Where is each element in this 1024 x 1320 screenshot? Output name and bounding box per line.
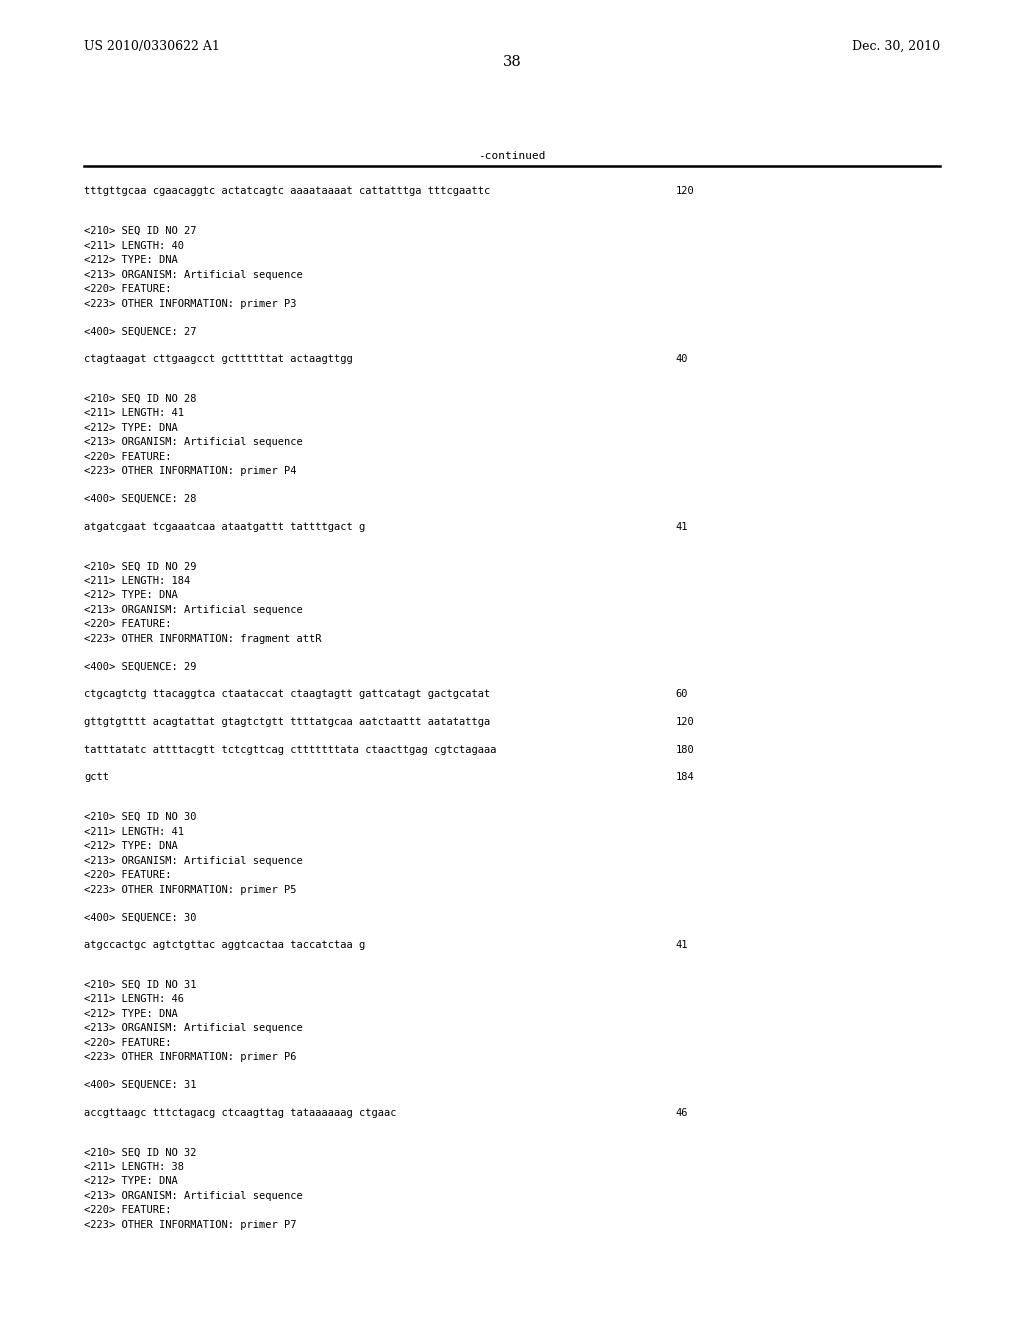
Text: <223> OTHER INFORMATION: primer P4: <223> OTHER INFORMATION: primer P4 — [84, 466, 297, 477]
Text: US 2010/0330622 A1: US 2010/0330622 A1 — [84, 40, 220, 53]
Text: accgttaagc tttctagacg ctcaagttag tataaaaaag ctgaac: accgttaagc tttctagacg ctcaagttag tataaaa… — [84, 1107, 396, 1118]
Text: <212> TYPE: DNA: <212> TYPE: DNA — [84, 590, 178, 601]
Text: <213> ORGANISM: Artificial sequence: <213> ORGANISM: Artificial sequence — [84, 437, 303, 447]
Text: <213> ORGANISM: Artificial sequence: <213> ORGANISM: Artificial sequence — [84, 605, 303, 615]
Text: 41: 41 — [676, 940, 688, 950]
Text: <212> TYPE: DNA: <212> TYPE: DNA — [84, 841, 178, 851]
Text: <210> SEQ ID NO 28: <210> SEQ ID NO 28 — [84, 393, 197, 404]
Text: <211> LENGTH: 40: <211> LENGTH: 40 — [84, 240, 184, 251]
Text: <400> SEQUENCE: 28: <400> SEQUENCE: 28 — [84, 494, 197, 504]
Text: atgatcgaat tcgaaatcaa ataatgattt tattttgact g: atgatcgaat tcgaaatcaa ataatgattt tattttg… — [84, 521, 366, 532]
Text: 46: 46 — [676, 1107, 688, 1118]
Text: <223> OTHER INFORMATION: fragment attR: <223> OTHER INFORMATION: fragment attR — [84, 634, 322, 644]
Text: <220> FEATURE:: <220> FEATURE: — [84, 451, 171, 462]
Text: <211> LENGTH: 41: <211> LENGTH: 41 — [84, 408, 184, 418]
Text: <210> SEQ ID NO 32: <210> SEQ ID NO 32 — [84, 1147, 197, 1158]
Text: 60: 60 — [676, 689, 688, 700]
Text: <400> SEQUENCE: 27: <400> SEQUENCE: 27 — [84, 326, 197, 337]
Text: <223> OTHER INFORMATION: primer P3: <223> OTHER INFORMATION: primer P3 — [84, 298, 297, 309]
Text: tttgttgcaa cgaacaggtc actatcagtc aaaataaaat cattatttga tttcgaattc: tttgttgcaa cgaacaggtc actatcagtc aaaataa… — [84, 186, 490, 197]
Text: <213> ORGANISM: Artificial sequence: <213> ORGANISM: Artificial sequence — [84, 855, 303, 866]
Text: <210> SEQ ID NO 29: <210> SEQ ID NO 29 — [84, 561, 197, 572]
Text: -continued: -continued — [478, 150, 546, 161]
Text: 41: 41 — [676, 521, 688, 532]
Text: <400> SEQUENCE: 30: <400> SEQUENCE: 30 — [84, 912, 197, 923]
Text: <211> LENGTH: 41: <211> LENGTH: 41 — [84, 826, 184, 837]
Text: <212> TYPE: DNA: <212> TYPE: DNA — [84, 1008, 178, 1019]
Text: <220> FEATURE:: <220> FEATURE: — [84, 1038, 171, 1048]
Text: <210> SEQ ID NO 30: <210> SEQ ID NO 30 — [84, 812, 197, 822]
Text: <211> LENGTH: 46: <211> LENGTH: 46 — [84, 994, 184, 1005]
Text: <400> SEQUENCE: 29: <400> SEQUENCE: 29 — [84, 661, 197, 672]
Text: 120: 120 — [676, 717, 694, 727]
Text: ctagtaagat cttgaagcct gcttttttat actaagttgg: ctagtaagat cttgaagcct gcttttttat actaagt… — [84, 354, 352, 364]
Text: 184: 184 — [676, 772, 694, 783]
Text: Dec. 30, 2010: Dec. 30, 2010 — [852, 40, 940, 53]
Text: <213> ORGANISM: Artificial sequence: <213> ORGANISM: Artificial sequence — [84, 1023, 303, 1034]
Text: <220> FEATURE:: <220> FEATURE: — [84, 870, 171, 880]
Text: <211> LENGTH: 184: <211> LENGTH: 184 — [84, 576, 190, 586]
Text: 38: 38 — [503, 55, 521, 69]
Text: tatttatatc attttacgtt tctcgttcag ctttttttata ctaacttgag cgtctagaaa: tatttatatc attttacgtt tctcgttcag ctttttt… — [84, 744, 497, 755]
Text: <212> TYPE: DNA: <212> TYPE: DNA — [84, 255, 178, 265]
Text: 120: 120 — [676, 186, 694, 197]
Text: <220> FEATURE:: <220> FEATURE: — [84, 1205, 171, 1216]
Text: <400> SEQUENCE: 31: <400> SEQUENCE: 31 — [84, 1080, 197, 1090]
Text: <220> FEATURE:: <220> FEATURE: — [84, 284, 171, 294]
Text: <210> SEQ ID NO 27: <210> SEQ ID NO 27 — [84, 226, 197, 236]
Text: gttgtgtttt acagtattat gtagtctgtt ttttatgcaa aatctaattt aatatattga: gttgtgtttt acagtattat gtagtctgtt ttttatg… — [84, 717, 490, 727]
Text: <211> LENGTH: 38: <211> LENGTH: 38 — [84, 1162, 184, 1172]
Text: <223> OTHER INFORMATION: primer P7: <223> OTHER INFORMATION: primer P7 — [84, 1220, 297, 1230]
Text: <223> OTHER INFORMATION: primer P5: <223> OTHER INFORMATION: primer P5 — [84, 884, 297, 895]
Text: ctgcagtctg ttacaggtca ctaataccat ctaagtagtt gattcatagt gactgcatat: ctgcagtctg ttacaggtca ctaataccat ctaagta… — [84, 689, 490, 700]
Text: atgccactgc agtctgttac aggtcactaa taccatctaa g: atgccactgc agtctgttac aggtcactaa taccatc… — [84, 940, 366, 950]
Text: 40: 40 — [676, 354, 688, 364]
Text: <223> OTHER INFORMATION: primer P6: <223> OTHER INFORMATION: primer P6 — [84, 1052, 297, 1063]
Text: <212> TYPE: DNA: <212> TYPE: DNA — [84, 1176, 178, 1187]
Text: <213> ORGANISM: Artificial sequence: <213> ORGANISM: Artificial sequence — [84, 269, 303, 280]
Text: <212> TYPE: DNA: <212> TYPE: DNA — [84, 422, 178, 433]
Text: 180: 180 — [676, 744, 694, 755]
Text: <220> FEATURE:: <220> FEATURE: — [84, 619, 171, 630]
Text: gctt: gctt — [84, 772, 109, 783]
Text: <213> ORGANISM: Artificial sequence: <213> ORGANISM: Artificial sequence — [84, 1191, 303, 1201]
Text: <210> SEQ ID NO 31: <210> SEQ ID NO 31 — [84, 979, 197, 990]
